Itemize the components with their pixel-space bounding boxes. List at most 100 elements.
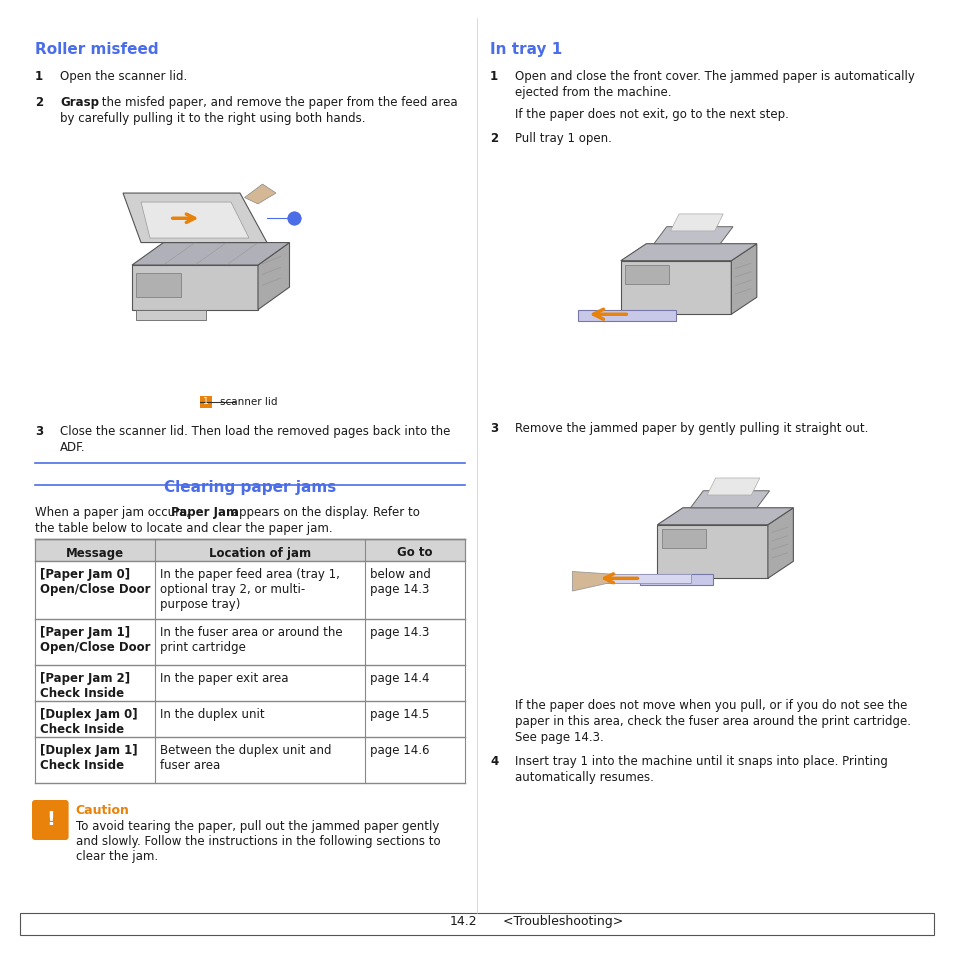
Text: Paper Jam: Paper Jam <box>171 505 238 518</box>
Polygon shape <box>706 478 759 496</box>
Polygon shape <box>572 572 610 592</box>
Text: See page 14.3.: See page 14.3. <box>515 730 603 743</box>
Polygon shape <box>620 261 731 314</box>
Polygon shape <box>132 243 289 266</box>
Text: Insert tray 1 into the machine until it snaps into place. Printing: Insert tray 1 into the machine until it … <box>515 754 887 767</box>
Polygon shape <box>670 214 722 232</box>
Text: [Duplex Jam 1]: [Duplex Jam 1] <box>40 743 137 757</box>
Bar <box>136 311 206 321</box>
Text: 1: 1 <box>35 70 43 83</box>
Text: ejected from the machine.: ejected from the machine. <box>515 86 671 99</box>
Text: page 14.3: page 14.3 <box>370 582 429 596</box>
Text: below and: below and <box>370 567 431 580</box>
Text: Open and close the front cover. The jammed paper is automatically: Open and close the front cover. The jamm… <box>515 70 914 83</box>
Bar <box>200 396 212 409</box>
Bar <box>35 539 464 561</box>
Bar <box>35 738 464 783</box>
Polygon shape <box>132 266 257 311</box>
Text: the misfed paper, and remove the paper from the feed area: the misfed paper, and remove the paper f… <box>98 96 457 109</box>
FancyBboxPatch shape <box>32 801 69 841</box>
Polygon shape <box>767 508 793 578</box>
Text: 4: 4 <box>490 754 497 767</box>
Text: purpose tray): purpose tray) <box>160 598 240 610</box>
Text: 1: 1 <box>291 214 296 224</box>
Text: page 14.5: page 14.5 <box>370 707 429 720</box>
Text: [Duplex Jam 0]: [Duplex Jam 0] <box>40 707 137 720</box>
Text: page 14.6: page 14.6 <box>370 743 429 757</box>
Text: 3: 3 <box>35 424 43 437</box>
Text: Go to: Go to <box>396 546 433 558</box>
Text: Between the duplex unit and: Between the duplex unit and <box>160 743 331 757</box>
Text: by carefully pulling it to the right using both hands.: by carefully pulling it to the right usi… <box>60 112 365 125</box>
Polygon shape <box>653 228 732 244</box>
Polygon shape <box>257 243 289 311</box>
Text: If the paper does not move when you pull, or if you do not see the: If the paper does not move when you pull… <box>515 699 906 711</box>
Polygon shape <box>141 203 249 239</box>
Text: the table below to locate and clear the paper jam.: the table below to locate and clear the … <box>35 521 333 535</box>
Polygon shape <box>731 244 756 314</box>
Polygon shape <box>690 491 769 508</box>
Text: Clearing paper jams: Clearing paper jams <box>164 479 335 495</box>
Text: appears on the display. Refer to: appears on the display. Refer to <box>228 505 419 518</box>
Text: automatically resumes.: automatically resumes. <box>515 770 653 783</box>
Text: [Paper Jam 2]: [Paper Jam 2] <box>40 671 130 684</box>
Text: Remove the jammed paper by gently pulling it straight out.: Remove the jammed paper by gently pullin… <box>515 421 867 435</box>
Text: 14.2: 14.2 <box>449 915 476 927</box>
Text: ADF.: ADF. <box>60 440 86 454</box>
Polygon shape <box>244 185 275 205</box>
Text: Message: Message <box>66 546 124 558</box>
Text: Close the scanner lid. Then load the removed pages back into the: Close the scanner lid. Then load the rem… <box>60 424 450 437</box>
Text: In the duplex unit: In the duplex unit <box>160 707 264 720</box>
Text: To avoid tearing the paper, pull out the jammed paper gently: To avoid tearing the paper, pull out the… <box>75 820 438 832</box>
Text: clear the jam.: clear the jam. <box>75 849 157 862</box>
Text: [Paper Jam 1]: [Paper Jam 1] <box>40 625 130 639</box>
Text: fuser area: fuser area <box>160 759 220 771</box>
Text: 2: 2 <box>35 96 43 109</box>
Text: Check Inside: Check Inside <box>40 686 124 700</box>
Text: 1: 1 <box>203 396 209 406</box>
Bar <box>624 265 669 284</box>
Bar <box>35 665 464 701</box>
Text: In the paper exit area: In the paper exit area <box>160 671 288 684</box>
Text: <Troubleshooting>: <Troubleshooting> <box>486 915 622 927</box>
Text: Pull tray 1 open.: Pull tray 1 open. <box>515 132 611 145</box>
Text: Check Inside: Check Inside <box>40 722 124 735</box>
Text: !: ! <box>46 810 54 828</box>
Bar <box>35 561 464 619</box>
Text: Location of jam: Location of jam <box>209 546 311 558</box>
Text: In tray 1: In tray 1 <box>490 42 561 57</box>
Text: Check Inside: Check Inside <box>40 759 124 771</box>
Text: optional tray 2, or multi-: optional tray 2, or multi- <box>160 582 305 596</box>
Text: [Paper Jam 0]: [Paper Jam 0] <box>40 567 130 580</box>
Text: 2: 2 <box>490 132 497 145</box>
Text: In the paper feed area (tray 1,: In the paper feed area (tray 1, <box>160 567 339 580</box>
Text: paper in this area, check the fuser area around the print cartridge.: paper in this area, check the fuser area… <box>515 714 910 727</box>
Text: page 14.3: page 14.3 <box>370 625 429 639</box>
Text: In the fuser area or around the: In the fuser area or around the <box>160 625 342 639</box>
Bar <box>136 274 180 298</box>
Text: Open/Close Door: Open/Close Door <box>40 582 151 596</box>
Polygon shape <box>123 193 267 243</box>
Text: If the paper does not exit, go to the next step.: If the paper does not exit, go to the ne… <box>515 108 788 121</box>
Text: When a paper jam occurs,: When a paper jam occurs, <box>35 505 193 518</box>
Polygon shape <box>620 244 756 261</box>
Polygon shape <box>606 575 690 583</box>
Text: scanner lid: scanner lid <box>220 396 277 407</box>
Text: 3: 3 <box>490 421 497 435</box>
Polygon shape <box>657 525 767 578</box>
Bar <box>20 913 933 935</box>
Polygon shape <box>578 311 676 322</box>
Bar <box>639 575 712 585</box>
Text: Open/Close Door: Open/Close Door <box>40 640 151 654</box>
Text: page 14.4: page 14.4 <box>370 671 429 684</box>
Polygon shape <box>657 508 793 525</box>
Bar <box>35 619 464 665</box>
Bar <box>661 529 705 548</box>
Bar <box>35 701 464 738</box>
Text: 1: 1 <box>490 70 497 83</box>
Text: and slowly. Follow the instructions in the following sections to: and slowly. Follow the instructions in t… <box>75 834 439 847</box>
Text: print cartridge: print cartridge <box>160 640 246 654</box>
Text: Caution: Caution <box>75 803 130 816</box>
Text: Grasp: Grasp <box>60 96 99 109</box>
Text: Roller misfeed: Roller misfeed <box>35 42 158 57</box>
